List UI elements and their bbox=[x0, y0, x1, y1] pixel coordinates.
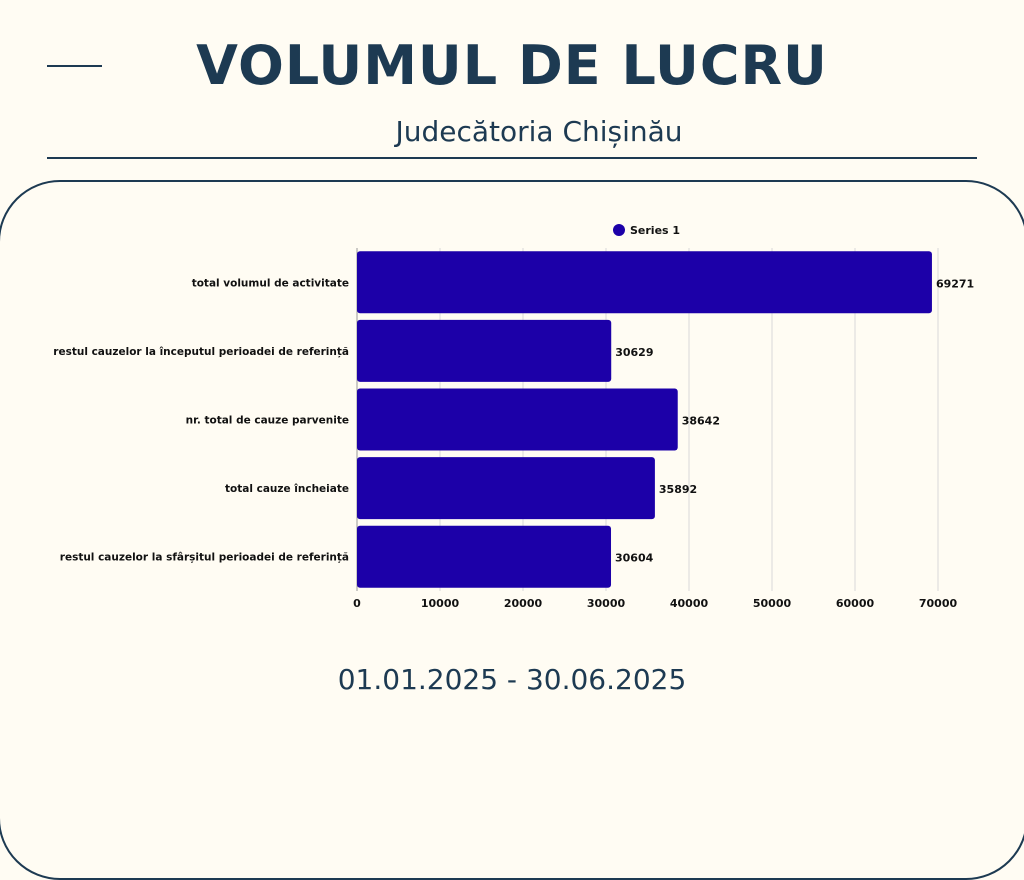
value-label: 69271 bbox=[936, 277, 974, 290]
x-tick-label: 0 bbox=[353, 597, 361, 610]
bar bbox=[357, 526, 611, 588]
bar bbox=[357, 457, 655, 519]
category-label: restul cauzelor la începutul perioadei d… bbox=[53, 346, 349, 358]
category-label: restul cauzelor la sfârșitul perioadei d… bbox=[60, 552, 349, 564]
category-label: total volumul de activitate bbox=[192, 277, 349, 289]
page-title: VOLUMUL DE LUCRU bbox=[0, 30, 1024, 102]
value-label: 30604 bbox=[615, 552, 654, 565]
x-tick-label: 50000 bbox=[753, 597, 792, 610]
date-range: 01.01.2025 - 30.06.2025 bbox=[0, 660, 1024, 700]
category-label: total cauze încheiate bbox=[225, 483, 349, 495]
x-tick-label: 10000 bbox=[421, 597, 460, 610]
x-tick-label: 70000 bbox=[919, 597, 958, 610]
header-divider bbox=[47, 157, 977, 159]
value-label: 30629 bbox=[615, 346, 653, 359]
category-labels: total volumul de activitate restul cauzel… bbox=[53, 277, 349, 563]
x-tick-label: 60000 bbox=[836, 597, 875, 610]
x-axis-ticks: 0 10000 20000 30000 40000 50000 60000 70000 bbox=[353, 597, 957, 610]
x-tick-label: 30000 bbox=[587, 597, 626, 610]
legend-label: Series 1 bbox=[630, 224, 680, 237]
value-label: 35892 bbox=[659, 483, 697, 496]
value-label: 38642 bbox=[682, 415, 720, 428]
bar bbox=[357, 389, 678, 451]
category-label: nr. total de cauze parvenite bbox=[186, 415, 349, 427]
x-tick-label: 40000 bbox=[670, 597, 709, 610]
bar bbox=[357, 251, 932, 313]
bars bbox=[357, 251, 932, 587]
legend: Series 1 bbox=[613, 224, 680, 237]
legend-swatch bbox=[613, 224, 625, 236]
page-subtitle: Judecătoria Chișinău bbox=[0, 112, 1024, 152]
x-tick-label: 20000 bbox=[504, 597, 543, 610]
bar bbox=[357, 320, 611, 382]
bar-chart: total volumul de activitate restul cauzel… bbox=[0, 200, 1024, 620]
